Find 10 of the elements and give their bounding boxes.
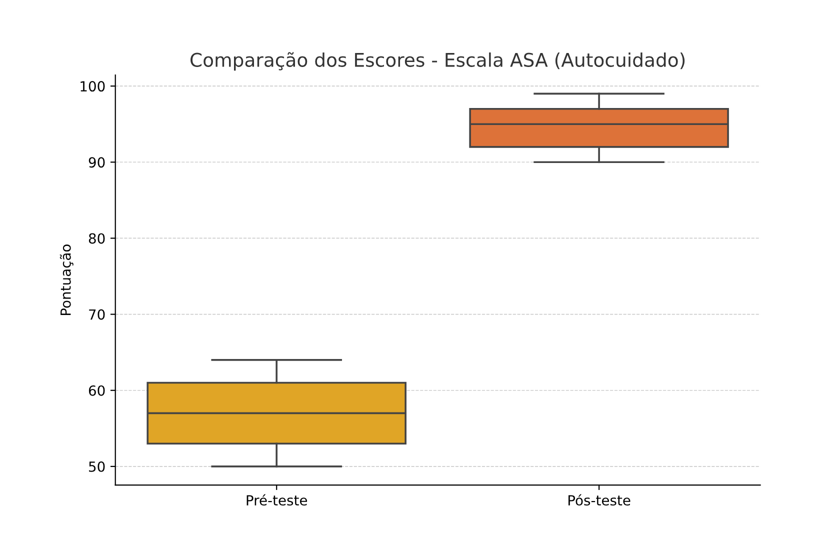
- x-tick-label: Pré-teste: [246, 494, 308, 506]
- x-tick-label: Pós-teste: [568, 494, 630, 506]
- y-tick-label: 80: [88, 233, 105, 244]
- chart-title: Comparação dos Escores - Escala ASA (Autocuidado): [190, 52, 685, 71]
- y-tick-label: 50: [89, 461, 105, 472]
- y-axis-title: Pontuação: [60, 244, 74, 315]
- y-tick-label: 90: [88, 157, 105, 168]
- y-tick-label: 70: [89, 309, 105, 320]
- y-tick-label: 100: [80, 81, 105, 92]
- y-tick-label: 60: [88, 385, 105, 396]
